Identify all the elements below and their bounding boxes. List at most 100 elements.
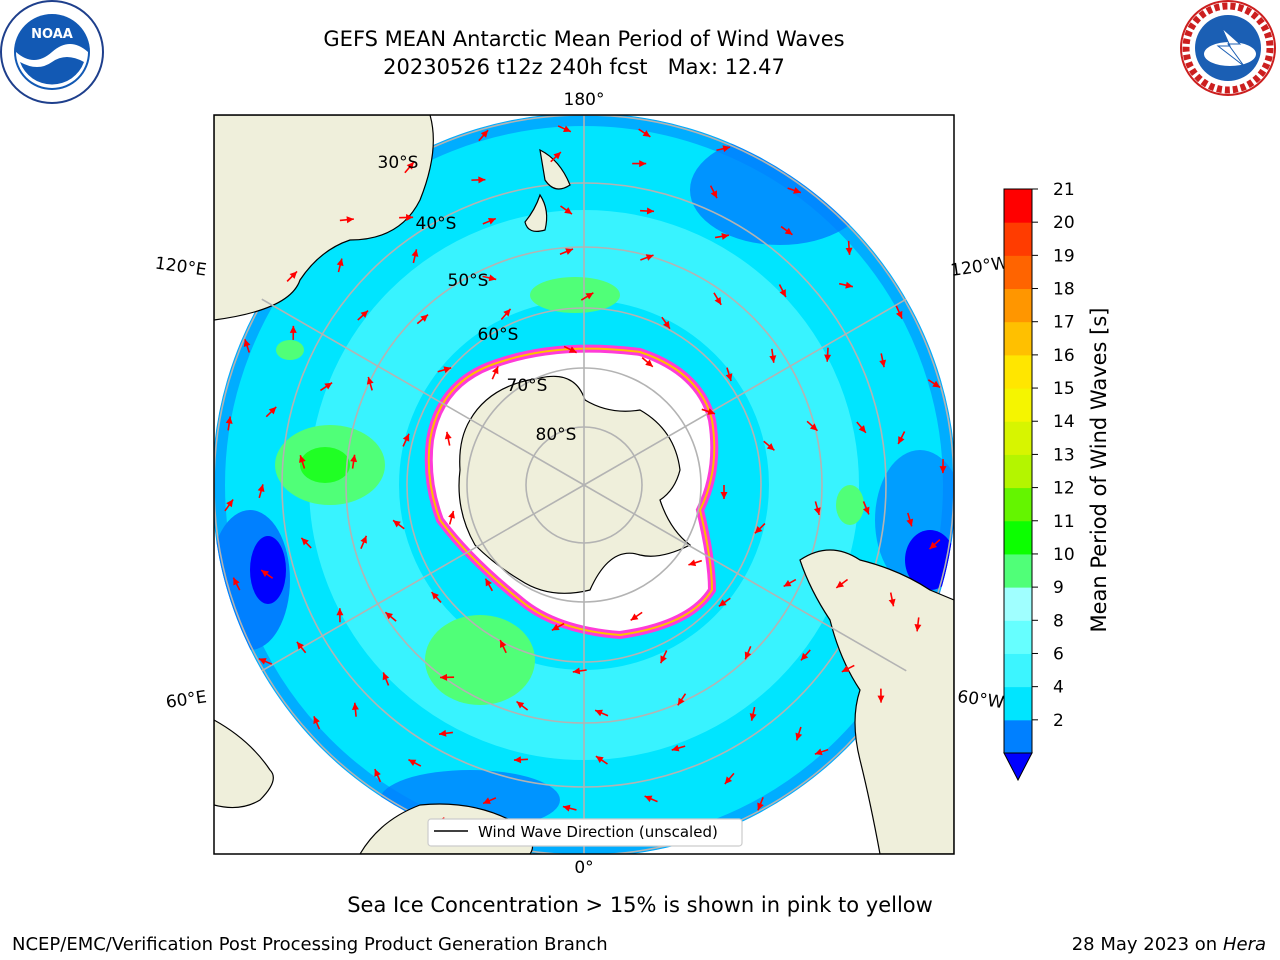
wave-arrow-head [411,249,419,257]
wave-arrow-head [564,207,572,215]
lat-label: 40°S [416,214,457,234]
footer-date: 28 May 2023 on Hera [1072,934,1266,955]
colorbar-tick-label: 20 [1053,213,1075,233]
colorbar-bin [1004,222,1032,256]
wave-arrow-head [677,697,685,706]
wave-arrow-head [431,592,439,600]
colorbar-bin [1004,388,1032,422]
wave-arrow-head [595,756,604,763]
wave-arrow-head [443,366,452,374]
wave-arrow-head [721,232,729,240]
wave-arrow-head [483,797,491,804]
wave-arrow-head [261,570,269,578]
wave-arrow-head [346,216,354,224]
wave-arrow-head [324,382,333,390]
wave-arrow-head [382,672,390,681]
wave-arrow-head [572,667,581,675]
colorbar-tick-label: 16 [1053,346,1075,366]
noaa-logo: NOAA [0,0,104,104]
wave-arrow-head [663,320,670,329]
wave-arrow-head [914,623,922,632]
wave-arrow-head [845,281,853,289]
wave-arrow-head [795,732,803,741]
wave-arrow-head [824,354,832,362]
colorbar-bin [1004,520,1032,555]
wave-arrow-head [929,541,938,550]
colorbar-tick-label: 8 [1053,611,1064,631]
wave-arrow-head [766,443,775,451]
wave-arrow-head [440,673,448,681]
wave-arrow-head [718,599,727,607]
colorbar-tick-label: 6 [1053,644,1064,664]
wave-arrow-head [366,376,374,385]
wave-arrow-head [289,271,298,279]
wave-arrow-head [809,423,818,431]
wave-arrow-head [744,651,752,660]
nws-logo [1180,0,1276,96]
colorbar-bin [1004,620,1032,654]
colorbar-tick-label: 15 [1053,379,1075,399]
colorbar-tick-label: 12 [1053,479,1075,499]
wave-arrow-head [646,207,655,215]
wave-arrow-head [879,359,887,368]
wave-arrow-head [642,130,651,137]
wave-arrow-head [595,709,603,717]
wave-arrow-head [553,152,561,160]
colorbar-bin [1004,653,1032,688]
colorbar-bin [1004,189,1032,223]
wave-arrow-head [906,518,914,527]
wave-arrow-head [233,577,240,586]
wave-arrow-head [492,366,499,375]
lon-label: 0° [574,858,593,878]
colorbar-bin [1004,686,1032,721]
wave-arrow-head [779,289,786,297]
wave-arrow-head [420,314,429,322]
wave-arrow-head [671,744,680,752]
wave-arrow-head [243,339,251,347]
wave-arrow-head [568,346,577,353]
colorbar-tick-label: 21 [1053,180,1075,200]
wave-arrow-head [862,506,870,515]
wave-arrow-head [562,804,571,812]
wave-arrow-head [877,695,885,703]
wave-arrow-head [660,655,667,664]
colorbar-bin [1004,487,1032,522]
wave-arrow-head [226,499,234,508]
wave-arrow-head [268,406,277,415]
wave-arrow-head [645,254,654,261]
wave-arrow-head [841,665,850,672]
svg-text:NOAA: NOAA [31,27,73,42]
wave-arrow-head [720,492,728,499]
colorbar-tick-label: 13 [1053,445,1075,465]
wave-arrow-head [225,416,233,424]
wave-arrow-head [516,701,525,709]
wave-arrow-head [257,484,265,493]
lat-label: 60°S [478,325,519,345]
colorbar-bin [1004,288,1032,323]
wave-arrow-head [299,455,306,463]
colorbar-tick-label: 19 [1053,246,1075,266]
lon-label: 60°E [165,687,208,712]
wave-arrow-head [895,310,903,319]
wave-arrow-head [754,525,763,534]
lon-label: 120°W [949,253,1009,281]
wave-arrow-head [757,802,764,811]
wave-arrow-head [374,769,381,777]
wave-arrow-head [301,537,309,546]
wave-arrow-head [784,227,793,235]
wave-arrow-head [289,325,297,333]
colorbar-bin [1004,421,1032,455]
colorbar-bin [1004,587,1032,621]
wave-arrow-head [725,373,733,381]
lon-label: 180° [564,90,605,110]
wave-arrow-head [724,776,733,785]
wave-arrow-head [644,795,653,803]
wave-arrow-head [393,520,401,528]
wave-arrow-head [439,729,447,737]
wave-arrow-head [710,190,717,199]
colorbar-tick-label: 18 [1053,280,1075,300]
colorbar-bin [1004,354,1032,389]
wave-arrow-head [722,145,731,153]
wave-arrow-head [500,640,507,648]
